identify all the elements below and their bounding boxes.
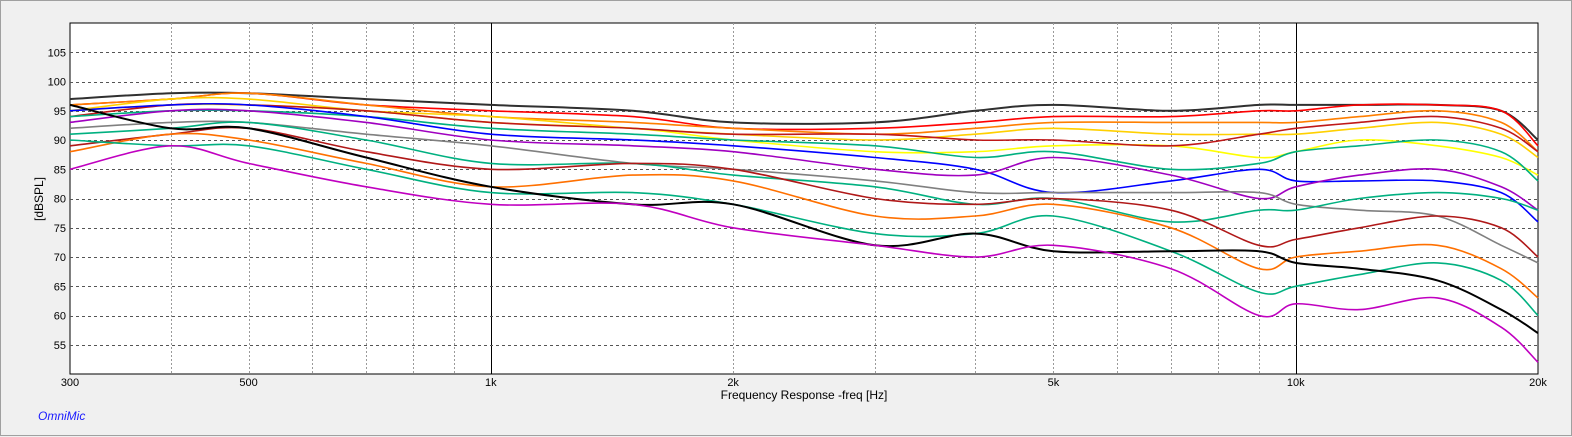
- y-tick-label: 85: [54, 164, 66, 176]
- y-tick-label: 95: [54, 106, 66, 118]
- y-tick-label: 75: [54, 223, 66, 235]
- series-line-12: [69, 126, 1539, 258]
- x-tick-label: 2k: [727, 377, 739, 389]
- x-tick-label: 500: [239, 377, 257, 389]
- series-line-15: [69, 103, 1539, 334]
- y-tick-label: 80: [54, 194, 66, 206]
- x-tick-label: 300: [61, 377, 79, 389]
- x-tick-label: 10k: [1287, 377, 1305, 389]
- series-line-4: [69, 96, 1539, 159]
- series-line-3: [69, 92, 1539, 153]
- x-tick-label: 1k: [485, 377, 497, 389]
- y-tick-labels: 55 60 65 70 75 80 85 90 95 100 105: [48, 47, 66, 352]
- series-line-13: [69, 132, 1539, 299]
- x-tick-labels: 300 500 1k 2k 5k 10k 20k: [61, 377, 1548, 389]
- y-tick-label: 105: [48, 47, 66, 59]
- y-tick-label: 70: [54, 252, 66, 264]
- y-tick-label: 60: [54, 311, 66, 323]
- series-line-8: [69, 102, 1539, 223]
- x-tick-label: 5k: [1048, 377, 1060, 389]
- series-lines: [69, 91, 1539, 363]
- series-line-7: [69, 109, 1539, 182]
- brand-label: OmniMic: [38, 409, 85, 423]
- series-line-6: [69, 102, 1539, 153]
- series-line-9: [69, 108, 1539, 211]
- y-tick-label: 100: [48, 77, 66, 89]
- y-tick-label: 90: [54, 135, 66, 147]
- series-line-14: [69, 139, 1539, 317]
- y-tick-label: 55: [54, 340, 66, 352]
- series-line-10: [69, 120, 1539, 264]
- y-tick-label: 65: [54, 281, 66, 293]
- x-tick-label: 20k: [1529, 377, 1547, 389]
- x-axis-label: Frequency Response -freq [Hz]: [721, 388, 888, 402]
- series-line-11: [69, 121, 1539, 223]
- series-line-16: [69, 144, 1539, 363]
- y-axis-label: [dBSPL]: [32, 177, 46, 221]
